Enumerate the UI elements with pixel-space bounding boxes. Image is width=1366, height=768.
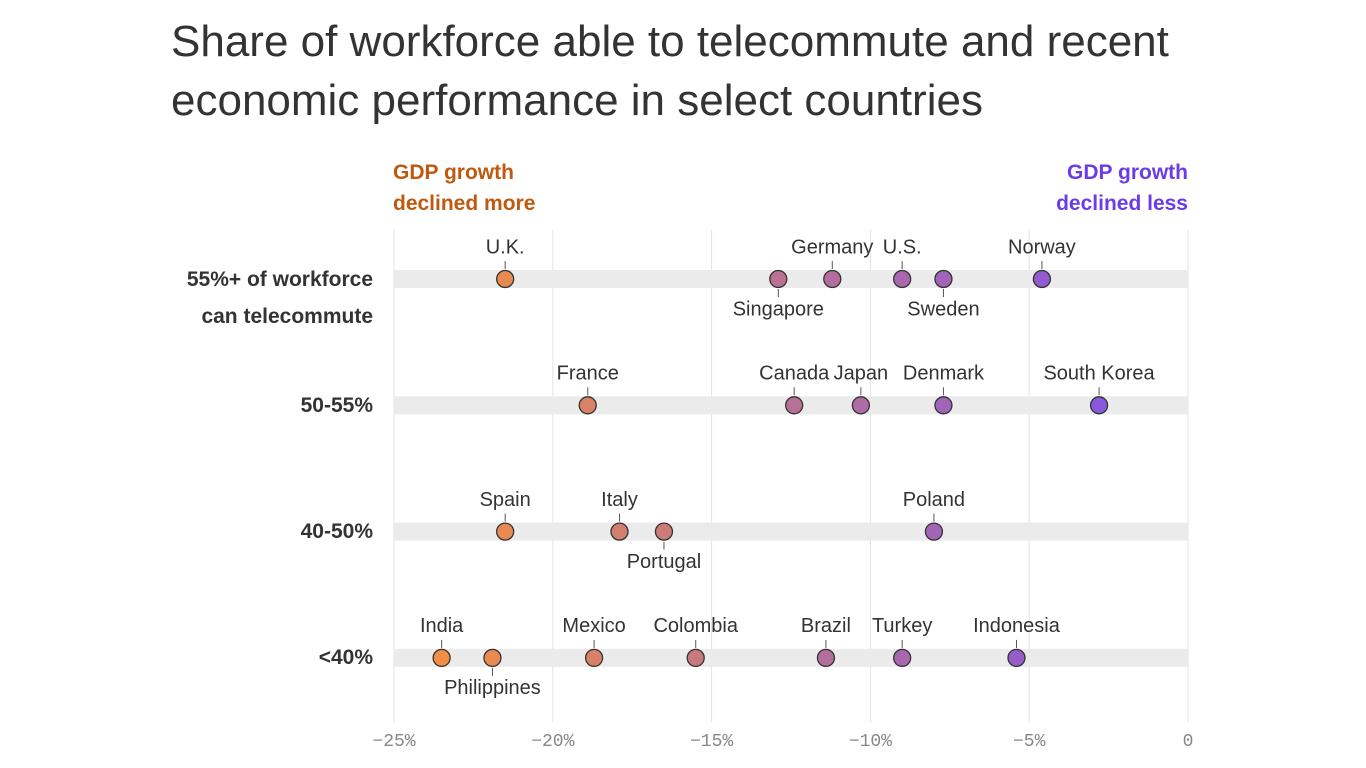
x-tick-label: −15% bbox=[690, 732, 733, 752]
annotation: GDP growth declined less bbox=[1056, 161, 1188, 215]
point-label: Spain bbox=[480, 489, 531, 511]
dot bbox=[686, 648, 705, 668]
point-label: France bbox=[557, 363, 619, 385]
point-label: Sweden bbox=[907, 298, 979, 320]
dot bbox=[823, 269, 842, 289]
dot bbox=[816, 648, 836, 668]
row-band bbox=[394, 648, 1188, 667]
point-label: Colombia bbox=[653, 615, 738, 637]
dot bbox=[496, 522, 515, 541]
point-label: Japan bbox=[834, 363, 889, 385]
dot bbox=[1089, 396, 1109, 415]
dot bbox=[1032, 269, 1052, 289]
dot bbox=[851, 396, 871, 415]
row-label: 55%+ of workforce can telecommute bbox=[186, 267, 373, 328]
row-label: <40% bbox=[318, 646, 373, 670]
point-label: Indonesia bbox=[973, 615, 1061, 637]
dot bbox=[893, 648, 912, 668]
point-label: Mexico bbox=[562, 615, 625, 637]
x-tick-label: −5% bbox=[1013, 732, 1046, 752]
row-band bbox=[394, 270, 1188, 288]
row-band bbox=[394, 522, 1188, 541]
dot bbox=[610, 522, 629, 541]
point-label: Brazil bbox=[801, 615, 851, 637]
dot bbox=[496, 269, 515, 289]
x-tick-label: 0 bbox=[1183, 732, 1194, 752]
point-label: Turkey bbox=[872, 615, 932, 637]
point-label: Italy bbox=[601, 489, 638, 511]
dot bbox=[769, 269, 788, 289]
point-label: U.K. bbox=[486, 236, 525, 258]
chart-title: Share of workforce able to telecommute a… bbox=[171, 17, 1169, 125]
row-label: 40-50% bbox=[300, 520, 373, 544]
dot bbox=[654, 522, 674, 541]
x-tick-label: −10% bbox=[849, 732, 892, 752]
point-label: Philippines bbox=[444, 677, 541, 699]
dot bbox=[934, 396, 953, 415]
dot bbox=[483, 648, 502, 668]
dot bbox=[1007, 648, 1026, 668]
dot bbox=[893, 269, 912, 289]
dot bbox=[432, 648, 451, 668]
annotation: GDP growth declined more bbox=[393, 161, 536, 215]
point-label: Germany bbox=[791, 236, 873, 258]
row-label: 50-55% bbox=[300, 393, 373, 417]
point-label: Singapore bbox=[733, 298, 824, 320]
dot bbox=[578, 396, 597, 415]
dot bbox=[924, 522, 944, 541]
dot bbox=[785, 396, 804, 415]
point-label: Norway bbox=[1008, 236, 1076, 258]
point-label: Portugal bbox=[627, 551, 702, 573]
point-label: Poland bbox=[903, 489, 965, 511]
dot bbox=[584, 648, 604, 668]
x-tick-label: −25% bbox=[372, 732, 415, 752]
x-tick-label: −20% bbox=[531, 732, 574, 752]
point-label: South Korea bbox=[1043, 363, 1155, 385]
dot bbox=[934, 269, 953, 289]
point-label: Denmark bbox=[903, 363, 985, 385]
point-label: U.S. bbox=[883, 236, 922, 258]
point-label: India bbox=[420, 615, 464, 637]
point-label: Canada bbox=[759, 363, 830, 385]
